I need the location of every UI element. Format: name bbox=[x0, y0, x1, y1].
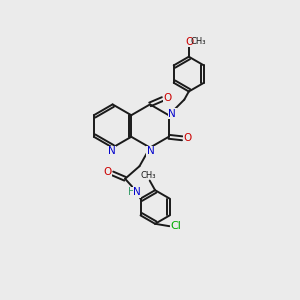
Text: H: H bbox=[128, 187, 135, 197]
Text: O: O bbox=[185, 37, 194, 47]
Text: CH₃: CH₃ bbox=[140, 171, 156, 180]
Text: O: O bbox=[164, 93, 172, 103]
Text: N: N bbox=[108, 146, 116, 157]
Text: Cl: Cl bbox=[171, 221, 182, 231]
Text: N: N bbox=[147, 146, 154, 157]
Text: CH₃: CH₃ bbox=[191, 37, 206, 46]
Text: O: O bbox=[103, 167, 111, 177]
Text: N: N bbox=[168, 109, 176, 119]
Text: O: O bbox=[184, 133, 192, 143]
Text: N: N bbox=[133, 187, 141, 197]
